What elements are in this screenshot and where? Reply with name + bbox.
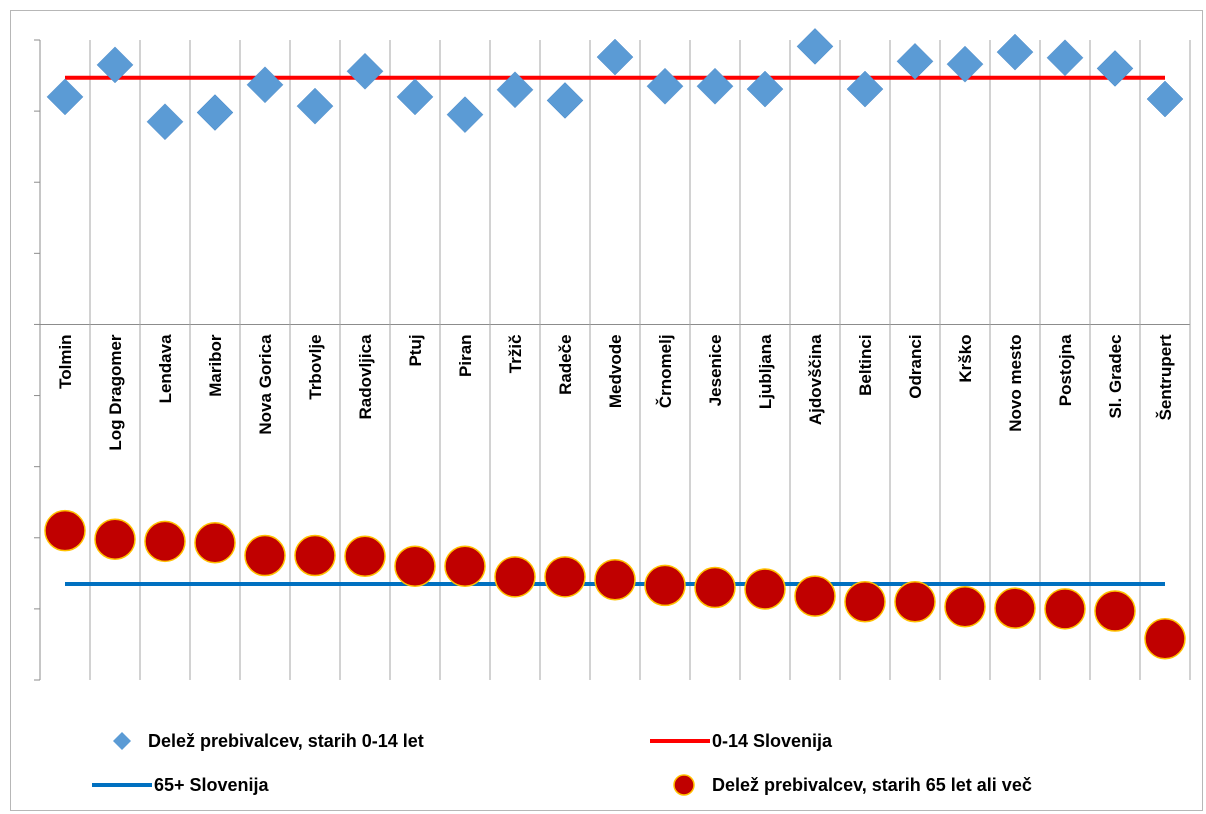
legend-item: 0-14 Slovenija: [650, 731, 833, 751]
category-label: Trbovlje: [306, 334, 325, 399]
diamond-point: [796, 28, 834, 65]
category-label: Odranci: [906, 334, 925, 398]
circle-point: [494, 556, 536, 598]
diamond-point: [446, 96, 484, 134]
category-labels: Tolmin Log Dragomer Lendava Maribor Nova Gor…: [56, 334, 1175, 451]
diamond-point: [1046, 39, 1084, 77]
legend-label: 0-14 Slovenija: [712, 731, 833, 751]
circle-point: [194, 522, 236, 564]
category-label: Sl. Gradec: [1106, 334, 1125, 418]
diamond-point: [696, 67, 734, 105]
circle-point: [844, 581, 886, 623]
chart-frame: [10, 10, 1203, 811]
diamond-point: [896, 42, 934, 80]
legend-diamond-icon: [113, 732, 131, 750]
category-label: Tržič: [506, 334, 525, 373]
category-label: Piran: [456, 334, 475, 377]
diamond-point: [596, 38, 634, 76]
circle-point: [444, 545, 486, 587]
chart-legend: Delež prebivalcev, starih 0-14 let 0-14 S…: [92, 731, 1032, 796]
category-label: Radeče: [556, 334, 575, 394]
circle-point: [94, 518, 136, 560]
diamond-point: [396, 78, 434, 116]
diamond-point: [146, 103, 184, 141]
data-markers: [44, 28, 1186, 660]
circle-point: [144, 520, 186, 563]
circle-point: [344, 535, 386, 578]
category-label: Črnomelj: [656, 334, 675, 408]
legend-item: Delež prebivalcev, starih 65 let ali več: [673, 774, 1032, 796]
circle-point: [394, 545, 436, 587]
reference-lines: [65, 75, 1165, 586]
category-label: Lendava: [156, 334, 175, 404]
category-label: Postojna: [1056, 334, 1075, 406]
circle-point: [944, 586, 986, 628]
circle-point: [244, 534, 286, 577]
diamond-point: [746, 70, 784, 108]
diamond-point: [246, 66, 284, 104]
diamond-point: [996, 33, 1034, 71]
circle-point: [44, 509, 86, 552]
category-label: Novo mesto: [1006, 334, 1025, 431]
diamond-point: [496, 71, 534, 109]
diamond-point: [46, 78, 84, 116]
category-label: Log Dragomer: [106, 334, 125, 451]
circle-point: [744, 568, 786, 610]
category-label: Beltinci: [856, 334, 875, 395]
category-label: Ptuj: [406, 334, 425, 366]
legend-label: Delež prebivalcev, starih 0-14 let: [148, 731, 424, 751]
circle-point: [644, 564, 686, 607]
circle-point: [1094, 590, 1136, 632]
circle-point: [894, 581, 936, 623]
legend-label: 65+ Slovenija: [154, 775, 270, 795]
category-label: Nova Gorica: [256, 334, 275, 435]
diamond-point: [96, 46, 134, 84]
category-label: Maribor: [206, 334, 225, 397]
diamond-point: [1146, 80, 1184, 118]
category-label: Ajdovščina: [806, 334, 825, 425]
circle-point: [1144, 618, 1186, 660]
diamond-point: [296, 87, 334, 125]
circle-point: [544, 556, 586, 598]
diamond-point: [946, 45, 984, 83]
legend-circle-icon: [673, 774, 695, 796]
category-label: Radovljica: [356, 334, 375, 420]
circle-point: [594, 558, 636, 601]
diamond-point: [846, 70, 884, 108]
diamond-point: [546, 82, 584, 119]
diamond-point: [1096, 50, 1134, 87]
legend-item: Delež prebivalcev, starih 0-14 let: [113, 731, 424, 751]
category-label: Medvode: [606, 334, 625, 408]
circle-point: [694, 566, 736, 609]
circle-point: [294, 534, 336, 577]
circle-point: [1044, 588, 1086, 630]
circle-point: [794, 575, 836, 617]
category-label: Šentrupert: [1156, 334, 1175, 420]
category-label: Tolmin: [56, 334, 75, 388]
diamond-point: [346, 52, 384, 90]
circle-point: [994, 587, 1036, 629]
legend-label: Delež prebivalcev, starih 65 let ali več: [712, 775, 1032, 795]
category-label: Jesenice: [706, 334, 725, 406]
diamond-point: [196, 94, 234, 131]
category-label: Ljubljana: [756, 334, 775, 409]
chart-grid: [34, 39, 1191, 681]
diamond-point: [646, 67, 684, 105]
category-label: Krško: [956, 334, 975, 382]
legend-item: 65+ Slovenija: [92, 775, 270, 795]
